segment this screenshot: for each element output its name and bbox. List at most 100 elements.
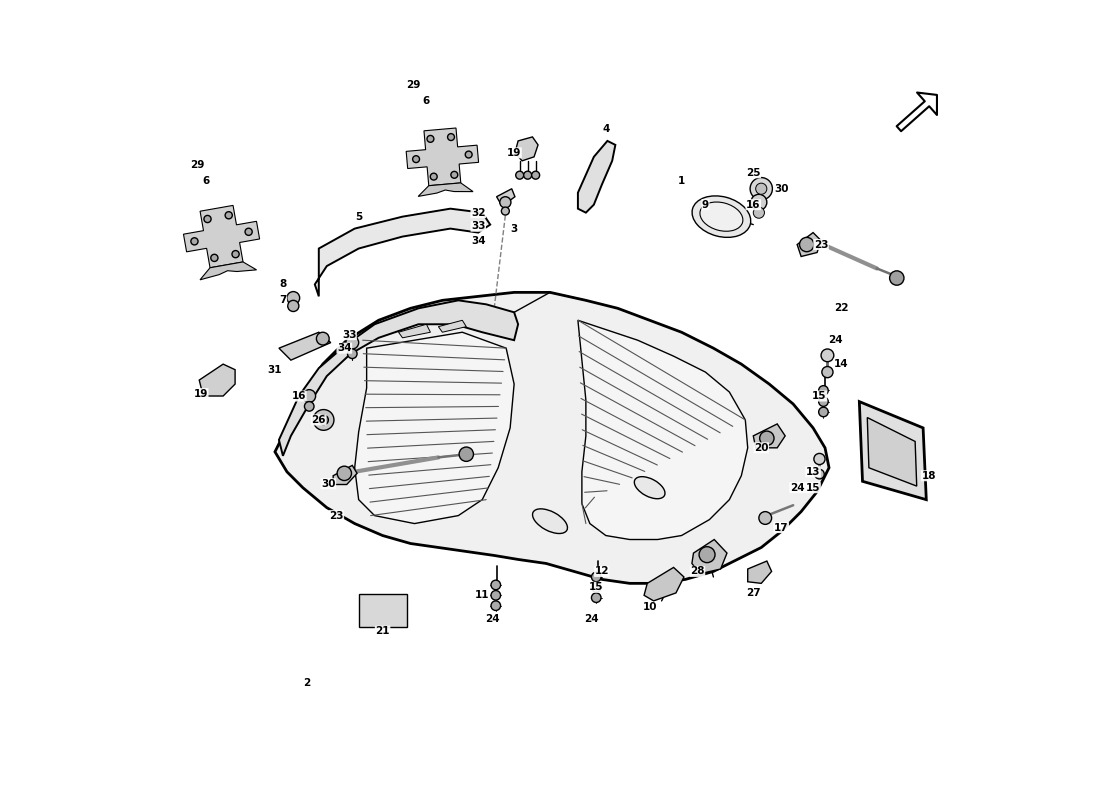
Polygon shape bbox=[748, 561, 771, 583]
Text: 15: 15 bbox=[806, 482, 821, 493]
Text: 34: 34 bbox=[471, 235, 485, 246]
Circle shape bbox=[226, 212, 232, 219]
Circle shape bbox=[305, 402, 314, 411]
Text: 15: 15 bbox=[812, 391, 827, 401]
Circle shape bbox=[348, 349, 358, 358]
Circle shape bbox=[815, 470, 824, 479]
Text: 6: 6 bbox=[202, 176, 209, 186]
Polygon shape bbox=[406, 128, 478, 186]
Text: 33: 33 bbox=[471, 222, 485, 231]
Ellipse shape bbox=[700, 202, 743, 231]
Circle shape bbox=[818, 397, 828, 406]
Polygon shape bbox=[754, 424, 785, 448]
Circle shape bbox=[427, 135, 433, 142]
Polygon shape bbox=[199, 364, 235, 396]
Text: 18: 18 bbox=[922, 470, 936, 481]
Circle shape bbox=[491, 601, 501, 610]
Circle shape bbox=[760, 431, 774, 446]
Text: 22: 22 bbox=[834, 303, 848, 314]
Circle shape bbox=[890, 271, 904, 285]
Ellipse shape bbox=[532, 509, 568, 534]
Text: 17: 17 bbox=[774, 522, 789, 533]
Circle shape bbox=[465, 151, 472, 158]
Polygon shape bbox=[315, 209, 491, 296]
Circle shape bbox=[822, 366, 833, 378]
Polygon shape bbox=[184, 206, 260, 268]
Text: 27: 27 bbox=[746, 588, 760, 598]
Circle shape bbox=[800, 238, 814, 252]
Text: 25: 25 bbox=[746, 168, 760, 178]
Circle shape bbox=[750, 178, 772, 200]
Circle shape bbox=[754, 207, 764, 218]
Text: 32: 32 bbox=[471, 208, 485, 218]
Circle shape bbox=[345, 336, 359, 349]
Circle shape bbox=[319, 415, 329, 425]
Text: 12: 12 bbox=[595, 566, 609, 577]
Polygon shape bbox=[692, 539, 727, 574]
Circle shape bbox=[448, 134, 454, 141]
Text: 14: 14 bbox=[834, 359, 848, 369]
Text: 10: 10 bbox=[642, 602, 657, 612]
Circle shape bbox=[288, 300, 299, 311]
Text: 9: 9 bbox=[702, 200, 710, 210]
Text: 6: 6 bbox=[422, 96, 430, 106]
Text: 29: 29 bbox=[190, 160, 205, 170]
Circle shape bbox=[502, 207, 509, 215]
Text: 5: 5 bbox=[355, 212, 362, 222]
Text: 29: 29 bbox=[406, 80, 420, 90]
Text: 16: 16 bbox=[746, 200, 760, 210]
Text: 19: 19 bbox=[194, 389, 208, 398]
Circle shape bbox=[191, 238, 198, 245]
Circle shape bbox=[302, 390, 316, 402]
Circle shape bbox=[499, 197, 510, 208]
Polygon shape bbox=[867, 418, 916, 486]
Text: 7: 7 bbox=[279, 295, 287, 306]
Circle shape bbox=[592, 572, 601, 582]
Polygon shape bbox=[578, 320, 748, 539]
Circle shape bbox=[756, 183, 767, 194]
Ellipse shape bbox=[635, 477, 666, 498]
Circle shape bbox=[592, 593, 601, 602]
Text: 8: 8 bbox=[279, 279, 287, 290]
Text: 26: 26 bbox=[311, 415, 326, 425]
Circle shape bbox=[430, 173, 437, 180]
Text: 33: 33 bbox=[342, 330, 356, 340]
Polygon shape bbox=[200, 262, 256, 280]
Text: 19: 19 bbox=[507, 148, 521, 158]
Circle shape bbox=[516, 171, 524, 179]
Circle shape bbox=[314, 410, 334, 430]
Circle shape bbox=[211, 254, 218, 262]
Text: 28: 28 bbox=[690, 566, 705, 577]
Polygon shape bbox=[418, 183, 473, 197]
Text: 31: 31 bbox=[267, 365, 283, 374]
Polygon shape bbox=[859, 402, 926, 500]
Polygon shape bbox=[798, 233, 821, 257]
Polygon shape bbox=[279, 332, 331, 360]
Text: 11: 11 bbox=[475, 590, 490, 600]
Circle shape bbox=[821, 349, 834, 362]
Circle shape bbox=[287, 291, 299, 304]
Polygon shape bbox=[645, 567, 684, 601]
Text: 24: 24 bbox=[485, 614, 499, 624]
Text: 23: 23 bbox=[814, 239, 828, 250]
FancyBboxPatch shape bbox=[359, 594, 407, 627]
Text: 24: 24 bbox=[584, 614, 598, 624]
Text: 13: 13 bbox=[806, 466, 821, 477]
Circle shape bbox=[317, 332, 329, 345]
Text: 24: 24 bbox=[790, 482, 804, 493]
Text: 4: 4 bbox=[602, 124, 609, 134]
Polygon shape bbox=[515, 137, 538, 161]
Circle shape bbox=[531, 171, 540, 179]
Text: 20: 20 bbox=[754, 443, 769, 453]
Text: 3: 3 bbox=[510, 223, 518, 234]
Circle shape bbox=[818, 386, 828, 395]
Polygon shape bbox=[275, 292, 829, 583]
Text: 2: 2 bbox=[304, 678, 310, 688]
Text: 34: 34 bbox=[337, 343, 352, 353]
Text: 24: 24 bbox=[828, 335, 843, 346]
Circle shape bbox=[459, 447, 473, 462]
Text: 16: 16 bbox=[292, 391, 306, 401]
Polygon shape bbox=[578, 141, 615, 213]
Circle shape bbox=[232, 250, 239, 258]
Circle shape bbox=[814, 454, 825, 465]
